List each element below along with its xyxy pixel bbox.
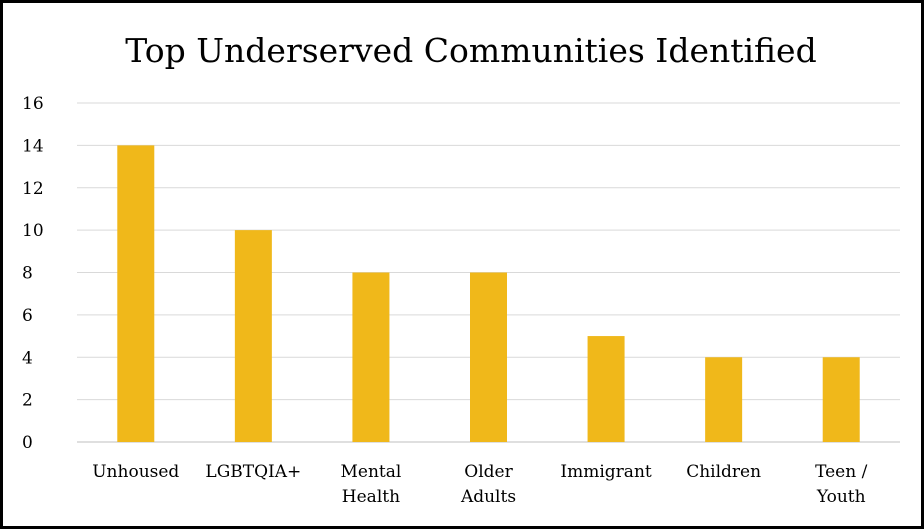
bar <box>705 357 743 442</box>
x-tick-label: Older <box>464 462 513 482</box>
y-tick-label: 10 <box>22 221 44 241</box>
bar <box>822 357 860 442</box>
x-tick-label: Youth <box>816 487 866 507</box>
bar <box>470 272 507 442</box>
bar <box>587 336 625 442</box>
y-tick-label: 16 <box>22 94 44 114</box>
x-tick-label: LGBTQIA+ <box>205 462 301 482</box>
x-axis-labels: Unhoused LGBTQIA+ Mental Health Older Adults I… <box>92 462 867 507</box>
y-tick-label: 0 <box>22 433 33 453</box>
y-tick-label: 2 <box>22 391 33 411</box>
x-tick-label: Children <box>686 462 761 482</box>
bars <box>117 145 860 442</box>
x-tick-label: Adults <box>460 487 516 507</box>
y-axis-ticks: 0 2 4 6 8 10 12 14 16 <box>22 94 44 453</box>
y-tick-label: 14 <box>22 136 44 156</box>
bar <box>234 230 272 442</box>
chart-title: Top Underserved Communities Identified <box>125 31 816 70</box>
bar <box>352 272 390 442</box>
y-tick-label: 12 <box>22 179 44 199</box>
x-tick-label: Mental <box>341 462 402 482</box>
gridlines <box>77 102 900 443</box>
bar <box>117 145 155 442</box>
x-tick-label: Teen / <box>815 462 867 482</box>
x-tick-label: Health <box>342 487 400 507</box>
x-tick-label: Immigrant <box>560 462 651 482</box>
x-tick-label: Unhoused <box>92 462 179 482</box>
y-tick-label: 6 <box>22 306 33 326</box>
y-tick-label: 4 <box>22 348 33 368</box>
y-tick-label: 8 <box>22 264 33 284</box>
